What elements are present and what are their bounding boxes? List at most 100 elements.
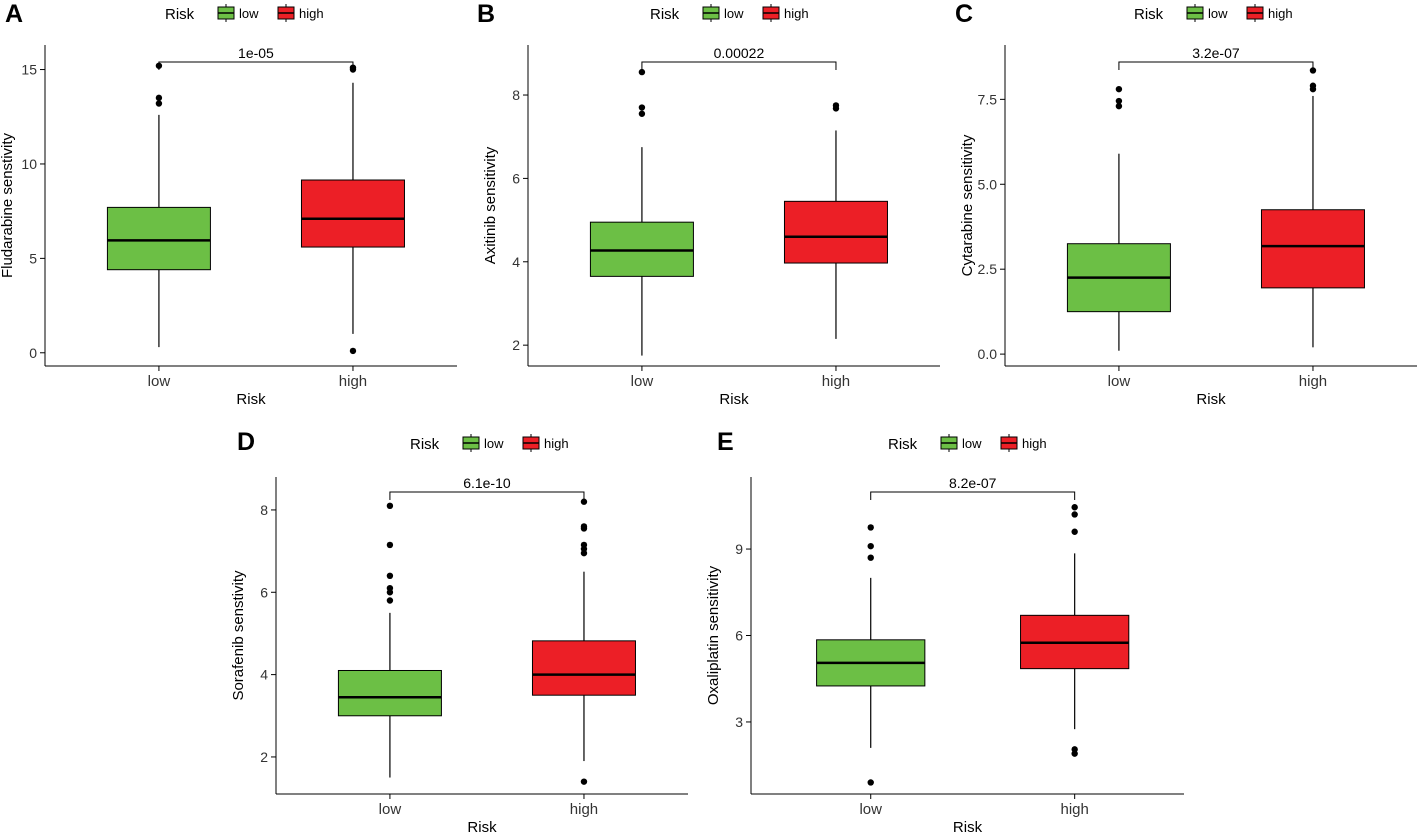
legend-title: Risk [1134,6,1164,23]
x-tick-label-high: high [570,801,598,818]
x-tick-label-high: high [822,373,850,390]
box-high [1260,209,1365,289]
panel-b: Risk low high 2 4 6 8 low high Risk Axitinib sensi… [482,4,940,408]
x-axis-title: Risk [1196,391,1226,408]
significance-bracket [158,61,354,70]
y-axis-title: Sorafenib senstivity [230,570,247,701]
legend-label-low: low [484,436,504,451]
outlier-point-high [580,778,588,785]
outlier-point-high [1071,504,1078,511]
box-low [589,221,694,277]
outlier-point-low [867,554,874,561]
legend-label-low: low [1208,6,1228,21]
x-tick-label-low: low [631,373,654,390]
legend-label-low: low [962,436,982,451]
outlier-point-high [349,347,357,355]
y-tick-label: 9 [735,541,743,557]
outlier-point-high [1071,746,1078,753]
y-tick-label: 2 [260,749,268,765]
outlier-point-low [1115,97,1123,105]
significance-bracket [641,61,837,70]
x-tick-label-high: high [1060,801,1088,818]
legend-label-low: low [724,6,744,21]
outlier-point-high [1071,511,1078,518]
legend-label-high: high [299,6,324,21]
y-tick-label: 6 [735,628,743,644]
x-axis-title: Risk [236,391,266,408]
legend-title: Risk [650,6,680,23]
p-value-label: 8.2e-07 [949,475,997,491]
x-tick-label-high: high [339,373,367,390]
x-tick-label-low: low [859,801,882,818]
y-axis-title: Cytarabine sensitivity [959,134,976,276]
outlier-point-high [1309,82,1317,89]
outlier-point-low [638,104,646,111]
panel-d: Risk low high 2 4 6 8 low high Risk Sorafenib sens… [230,434,688,833]
y-axis-title: Fludarabine senstivity [0,132,16,278]
p-value-label: 1e-05 [238,45,274,61]
y-tick-label: 4 [260,667,268,683]
legend-title: Risk [888,436,918,453]
outlier-point-low [386,502,394,510]
y-tick-label: 0.0 [978,346,998,362]
outlier-point-low [386,597,394,604]
box-low [106,206,211,271]
outlier-point-high [1309,67,1317,74]
panel-letter: C [955,0,974,28]
box-low [337,669,442,717]
outlier-point-low [867,779,874,786]
y-tick-label: 5 [29,250,37,266]
y-tick-label: 4 [512,254,520,270]
y-tick-label: 7.5 [978,91,998,107]
y-tick-label: 6 [512,170,520,186]
legend-label-high: high [1022,436,1047,451]
outlier-point-low [155,100,163,107]
x-axis-title: Risk [953,819,983,833]
outlier-point-low [155,94,163,102]
outlier-point-low [1115,85,1123,93]
y-tick-label: 6 [260,584,268,600]
y-tick-label: 8 [260,502,268,518]
x-tick-label-high: high [1299,373,1327,390]
outlier-point-high [580,541,588,549]
outlier-point-low [867,542,874,550]
panel-a: Risk low high 0 5 10 15 low high Risk Fludarabine … [0,4,457,408]
y-axis-title: Axitinib sensitivity [482,146,499,264]
significance-bracket [1118,61,1314,70]
x-tick-label-low: low [148,373,171,390]
panel-letter: A [5,0,24,28]
outlier-point-low [638,110,646,117]
box-high [783,200,888,264]
x-axis-title: Risk [467,819,497,833]
legend-label-high: high [1268,6,1293,21]
outlier-point-high [580,523,588,530]
panel-c: Risk low high 0.0 2.5 5.0 7.5 low high Risk Cytara… [959,4,1417,408]
y-tick-label: 3 [735,714,743,730]
outlier-point-low [867,524,874,531]
x-tick-label-low: low [1108,373,1131,390]
outlier-point-high [580,498,588,505]
outlier-point-low [638,68,646,76]
legend-label-high: high [544,436,569,451]
y-tick-label: 15 [21,62,37,78]
outlier-point-low [386,541,394,549]
panel-e: Risk low high 3 6 9 low high Risk Oxaliplatin sen… [705,434,1184,833]
p-value-label: 3.2e-07 [1192,45,1240,61]
y-tick-label: 8 [512,87,520,103]
outlier-point-high [832,102,840,109]
panel-letter: B [477,0,496,28]
legend-label-low: low [239,6,259,21]
y-tick-label: 10 [21,156,37,172]
outlier-point-low [1115,102,1123,110]
significance-bracket [870,491,1076,500]
x-tick-label-low: low [379,801,402,818]
y-tick-label: 2.5 [978,261,998,277]
p-value-label: 0.00022 [714,45,765,61]
legend-label-high: high [784,6,809,21]
p-value-label: 6.1e-10 [463,475,511,491]
outlier-point-high [1071,528,1078,535]
panel-letter: D [237,428,256,456]
legend-title: Risk [165,6,195,23]
y-axis-title: Oxaliplatin sensitivity [705,565,722,705]
panel-letter: E [717,428,734,456]
